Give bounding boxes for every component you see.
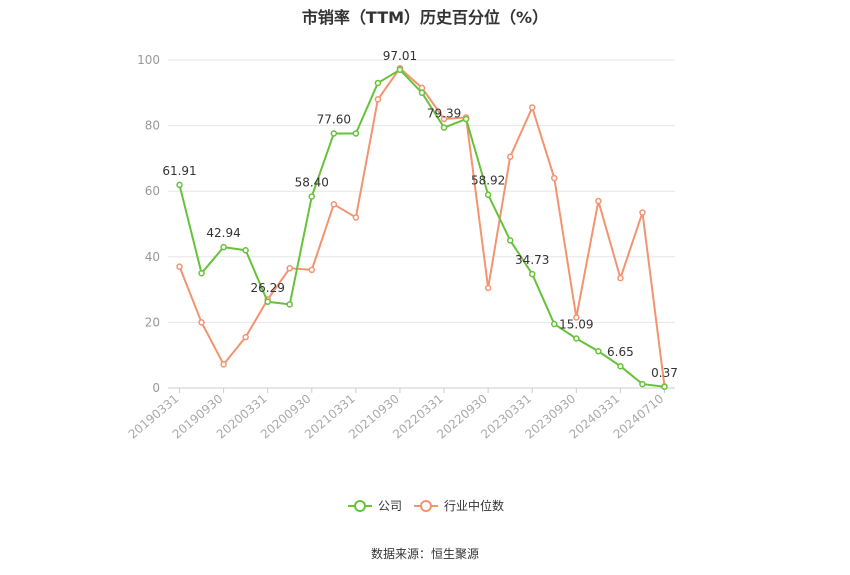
- label-layer: 61.91 42.94 26.29 58.40 77.60 97.01 79.39 58.92…: [162, 49, 678, 380]
- data-point-company[interactable]: [330, 130, 338, 137]
- data-point-industry[interactable]: [551, 174, 558, 182]
- legend-item-company[interactable]: 公司: [348, 499, 402, 513]
- data-point-industry[interactable]: [308, 266, 316, 274]
- data-point-company[interactable]: [418, 89, 426, 97]
- legend-company-marker: [354, 500, 366, 512]
- data-point-company[interactable]: [595, 348, 602, 355]
- legend-item-industry[interactable]: 行业中位数: [414, 498, 504, 513]
- data-label: 15.09: [559, 318, 593, 332]
- legend[interactable]: 公司 行业中位数: [348, 498, 504, 513]
- data-point-industry[interactable]: [286, 265, 293, 272]
- data-point-company[interactable]: [440, 124, 448, 131]
- data-point-company[interactable]: [220, 243, 227, 251]
- y-tick-label: 40: [145, 250, 160, 264]
- data-point-industry[interactable]: [374, 96, 382, 103]
- data-point-industry[interactable]: [440, 115, 448, 123]
- data-point-industry[interactable]: [484, 284, 492, 292]
- data-label: 34.73: [515, 253, 549, 267]
- data-point-industry[interactable]: [573, 314, 580, 321]
- data-label: 0.37: [651, 366, 678, 380]
- legend-industry-marker: [420, 500, 432, 512]
- data-label: 26.29: [251, 281, 285, 295]
- y-tick-label: 60: [145, 184, 160, 198]
- legend-company-label: 公司: [378, 499, 402, 513]
- data-point-company[interactable]: [462, 115, 470, 123]
- data-point-company[interactable]: [286, 301, 293, 308]
- data-point-industry[interactable]: [506, 153, 514, 161]
- data-point-company[interactable]: [352, 130, 360, 137]
- axis-layer: 0204060801002019033120190930202003312020…: [126, 53, 675, 442]
- data-point-company[interactable]: [242, 246, 249, 254]
- data-label: 97.01: [383, 49, 417, 63]
- data-point-company[interactable]: [264, 298, 271, 306]
- data-label: 61.91: [162, 164, 196, 178]
- series-line-industry: [178, 67, 666, 387]
- data-point-company[interactable]: [551, 320, 558, 328]
- data-point-industry[interactable]: [198, 319, 205, 326]
- data-label: 58.92: [471, 174, 505, 188]
- data-point-company[interactable]: [506, 237, 514, 244]
- data-point-company[interactable]: [176, 181, 183, 189]
- data-point-industry[interactable]: [352, 214, 360, 221]
- data-point-industry[interactable]: [528, 104, 536, 111]
- legend-industry-label: 行业中位数: [444, 498, 504, 513]
- data-label: 77.60: [317, 112, 351, 126]
- data-point-industry[interactable]: [242, 333, 249, 341]
- data-source: 数据来源：恒生聚源: [370, 547, 479, 561]
- series-layer: [176, 64, 668, 391]
- data-point-company[interactable]: [308, 193, 316, 200]
- data-label: 42.94: [206, 226, 240, 240]
- data-point-company[interactable]: [573, 335, 580, 342]
- y-tick-label: 100: [137, 53, 160, 67]
- y-tick-label: 20: [145, 315, 160, 329]
- data-point-industry[interactable]: [330, 201, 338, 208]
- data-point-industry[interactable]: [595, 197, 602, 205]
- data-point-company[interactable]: [198, 269, 205, 277]
- data-point-industry[interactable]: [617, 274, 624, 282]
- data-point-company[interactable]: [374, 79, 382, 87]
- grid-layer: [168, 59, 675, 323]
- data-label: 58.40: [295, 175, 329, 189]
- data-label: 6.65: [607, 345, 634, 359]
- data-point-company[interactable]: [528, 270, 536, 278]
- data-point-industry[interactable]: [639, 209, 646, 216]
- chart-title: 市销率（TTM）历史百分位（%）: [301, 8, 549, 27]
- y-tick-label: 80: [145, 119, 160, 133]
- data-point-industry[interactable]: [176, 263, 183, 270]
- series-line-company: [178, 68, 665, 388]
- data-point-industry[interactable]: [220, 361, 227, 368]
- y-tick-label: 0: [152, 381, 160, 395]
- data-point-company[interactable]: [617, 362, 624, 370]
- data-label: 79.39: [427, 107, 461, 121]
- data-point-company[interactable]: [639, 380, 646, 388]
- data-point-company[interactable]: [484, 191, 492, 198]
- data-point-company[interactable]: [661, 383, 668, 391]
- data-point-company[interactable]: [396, 66, 404, 74]
